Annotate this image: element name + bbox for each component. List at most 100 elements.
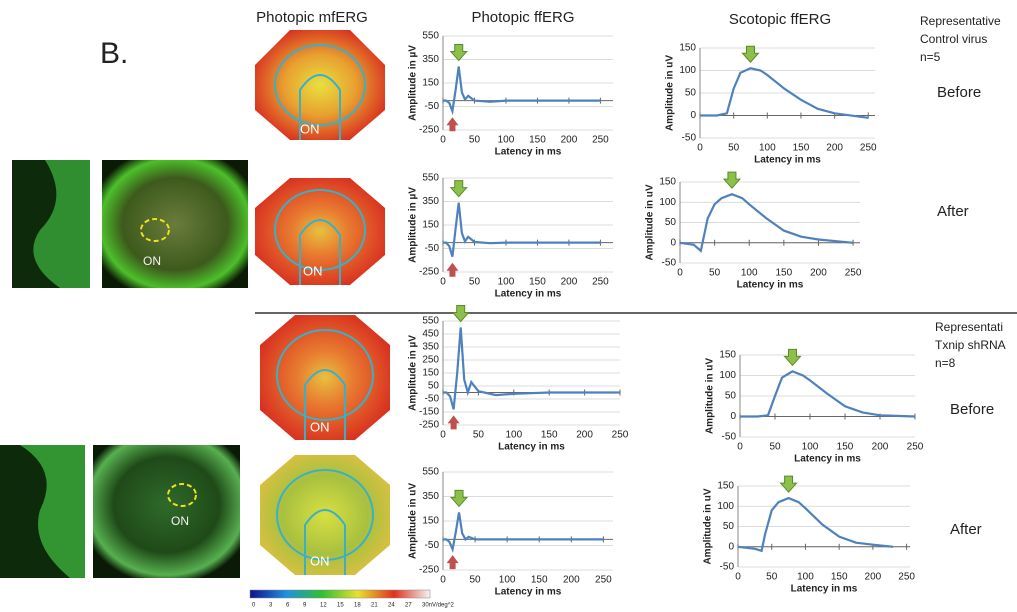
y-tick-label: -250 <box>419 565 439 576</box>
y-tick-label: 150 <box>679 43 696 54</box>
x-tick-label: 50 <box>769 442 781 453</box>
x-tick-label: 100 <box>802 442 819 453</box>
x-tick-label: 150 <box>776 268 793 279</box>
retina-photo-shape <box>33 160 90 288</box>
y-tick-label: -50 <box>722 432 737 443</box>
y-tick-label: 50 <box>685 88 697 99</box>
y-tick-label: 100 <box>719 370 736 381</box>
colorbar-label: 30nV/deg^2 <box>422 603 455 609</box>
y-tick-label: -50 <box>682 133 697 144</box>
x-tick-label: 50 <box>469 277 481 288</box>
retina-photo <box>93 445 240 578</box>
x-tick-label: 150 <box>529 277 546 288</box>
y-tick-label: 100 <box>659 197 676 208</box>
y-tick-label: 350 <box>422 342 439 353</box>
y-tick-label: -50 <box>425 394 440 405</box>
x-tick-label: 0 <box>697 143 703 154</box>
colorbar-label: 27 <box>405 603 412 609</box>
y-axis-label: Amplitude in uV <box>408 483 419 559</box>
condition-label: Before <box>937 84 981 101</box>
x-tick-label: 100 <box>498 277 515 288</box>
y-axis-label: Amplitude in uV <box>645 184 656 260</box>
x-tick-label: 100 <box>499 575 516 586</box>
y-tick-label: 150 <box>422 368 439 379</box>
photo-label: ON <box>143 254 161 268</box>
x-tick-label: 150 <box>793 143 810 154</box>
x-tick-label: 250 <box>592 135 609 146</box>
y-tick-label: 0 <box>730 411 736 422</box>
x-tick-label: 50 <box>469 135 481 146</box>
x-axis-label: Latency in ms <box>495 289 562 300</box>
x-tick-label: 100 <box>741 268 758 279</box>
peak-arrow <box>451 305 470 323</box>
erg-trace <box>443 66 601 116</box>
column-header: Photopic ffERG <box>471 9 574 26</box>
y-tick-label: 550 <box>422 467 439 478</box>
y-tick-label: 550 <box>422 31 439 42</box>
x-tick-label: 0 <box>737 442 743 453</box>
x-tick-label: 200 <box>563 575 580 586</box>
x-tick-label: 100 <box>759 143 776 154</box>
x-axis-label: Latency in ms <box>495 587 562 598</box>
y-tick-label: 0 <box>690 110 696 121</box>
x-tick-label: 150 <box>529 135 546 146</box>
colorbar-label: 18 <box>354 603 361 609</box>
group-title: Representati <box>935 320 1003 334</box>
x-tick-label: 50 <box>473 430 485 441</box>
group-title: Representative <box>920 14 1001 28</box>
heatmap-label: ON <box>310 419 330 434</box>
erg-trace <box>679 193 854 253</box>
x-tick-label: 100 <box>505 430 522 441</box>
y-axis-label: Amplitude in uV <box>705 358 716 434</box>
y-tick-label: -50 <box>425 243 440 254</box>
x-tick-label: 250 <box>592 277 609 288</box>
group-title: n=8 <box>935 356 956 370</box>
group-title: Control virus <box>920 32 987 46</box>
retina-photo <box>102 160 248 288</box>
heatmap: ON <box>260 315 390 440</box>
y-tick-label: 350 <box>422 491 439 502</box>
x-tick-label: 50 <box>766 572 778 583</box>
y-tick-label: 100 <box>717 501 734 512</box>
y-tick-label: 450 <box>422 329 439 340</box>
y-tick-label: -50 <box>720 562 735 573</box>
y-tick-label: 50 <box>665 217 677 228</box>
x-tick-label: 50 <box>470 575 482 586</box>
y-tick-label: 50 <box>428 381 440 392</box>
erg-trace <box>443 512 604 553</box>
x-axis-label: Latency in ms <box>794 454 861 465</box>
peak-arrow <box>449 44 468 62</box>
erg-trace <box>737 496 894 553</box>
x-axis-label: Latency in ms <box>791 584 858 595</box>
x-axis-label: Latency in ms <box>737 280 804 291</box>
group-title: n=5 <box>920 50 941 64</box>
x-tick-label: 50 <box>709 268 721 279</box>
y-tick-label: -50 <box>425 540 440 551</box>
x-axis-label: Latency in ms <box>498 442 565 453</box>
y-tick-label: 50 <box>725 391 737 402</box>
x-tick-label: 100 <box>498 135 515 146</box>
heatmap-label: ON <box>303 263 323 278</box>
x-tick-label: 0 <box>440 135 446 146</box>
colorbar-label: 6 <box>286 603 290 609</box>
y-tick-label: 250 <box>422 355 439 366</box>
colorbar-label: 0 <box>252 603 256 609</box>
photo-label: ON <box>171 514 189 528</box>
x-tick-label: 0 <box>440 430 446 441</box>
x-axis-label: Latency in ms <box>754 155 821 166</box>
y-tick-label: -250 <box>419 267 439 278</box>
heatmap-label: ON <box>310 553 330 568</box>
x-tick-label: 150 <box>541 430 558 441</box>
y-tick-label: 50 <box>723 521 735 532</box>
erg-trace <box>740 370 916 418</box>
x-tick-label: 150 <box>831 572 848 583</box>
x-tick-label: 200 <box>810 268 827 279</box>
x-tick-label: 50 <box>728 143 740 154</box>
x-tick-label: 150 <box>531 575 548 586</box>
